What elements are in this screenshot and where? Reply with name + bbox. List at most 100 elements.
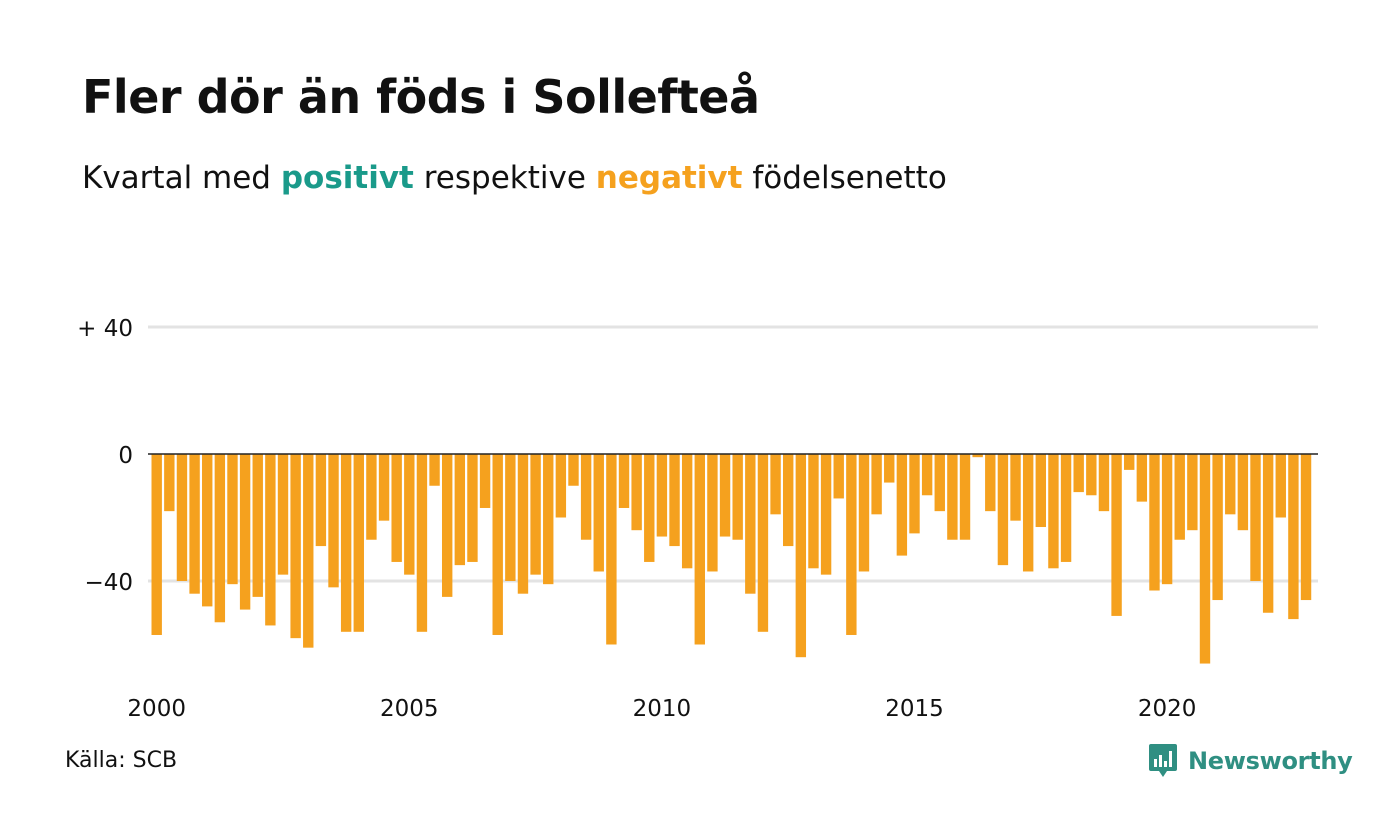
bar xyxy=(1136,454,1148,502)
bar xyxy=(505,454,516,581)
bar xyxy=(1187,454,1198,531)
bar xyxy=(1300,454,1312,601)
bar xyxy=(176,454,188,581)
bar xyxy=(656,454,668,537)
bar-chart: + 40 0 −40 2000 2005 2010 2015 2020 xyxy=(77,316,1318,722)
bar xyxy=(479,454,491,508)
y-tick-label: 0 xyxy=(118,443,133,469)
bar xyxy=(1288,454,1299,620)
bar xyxy=(858,454,870,572)
bar xyxy=(618,454,630,508)
bar xyxy=(378,454,390,521)
bar xyxy=(492,454,503,635)
subtitle-prefix: Kvartal med xyxy=(82,160,281,196)
y-tick-label: −40 xyxy=(84,570,133,596)
bar xyxy=(631,454,642,531)
bar xyxy=(1124,454,1135,470)
bar xyxy=(239,454,251,610)
bar xyxy=(441,454,453,597)
bar xyxy=(164,454,175,512)
bar xyxy=(707,454,718,572)
bar xyxy=(404,454,415,575)
bar xyxy=(265,454,276,626)
bar xyxy=(997,454,1009,566)
bar xyxy=(353,454,364,632)
bar xyxy=(681,454,693,569)
bar xyxy=(732,454,743,540)
bar xyxy=(1022,454,1034,572)
bar xyxy=(303,454,314,648)
bar xyxy=(416,454,428,632)
bar xyxy=(921,454,933,496)
bar xyxy=(985,454,996,512)
bar xyxy=(1010,454,1021,521)
bar xyxy=(227,454,238,585)
bar xyxy=(606,454,617,645)
bar xyxy=(1250,454,1261,581)
bar xyxy=(277,454,289,575)
bar xyxy=(1237,454,1249,531)
bar xyxy=(328,454,339,588)
bar xyxy=(1086,454,1097,496)
bar xyxy=(896,454,908,556)
subtitle-middle: respektive xyxy=(413,160,596,196)
bar xyxy=(429,454,440,486)
bar xyxy=(315,454,327,547)
bar xyxy=(795,454,807,658)
bar xyxy=(745,454,756,594)
bar xyxy=(1035,454,1046,528)
bar xyxy=(694,454,705,645)
bar xyxy=(580,454,592,540)
bar xyxy=(770,454,781,515)
bar xyxy=(972,454,983,458)
bar xyxy=(719,454,731,537)
x-tick-label: 2015 xyxy=(885,696,944,722)
x-tick-label: 2005 xyxy=(380,696,439,722)
subtitle-suffix: födelsenetto xyxy=(742,160,947,196)
bar xyxy=(593,454,604,572)
bar xyxy=(934,454,945,512)
bar xyxy=(1212,454,1223,601)
x-tick-label: 2010 xyxy=(633,696,692,722)
bar xyxy=(757,454,769,632)
bar xyxy=(820,454,832,575)
bar xyxy=(340,454,352,632)
bar xyxy=(517,454,529,594)
bar xyxy=(947,454,958,540)
bar xyxy=(1225,454,1236,515)
bar xyxy=(467,454,478,562)
bar xyxy=(202,454,213,607)
bar xyxy=(833,454,844,499)
bar xyxy=(783,454,794,547)
bar xyxy=(884,454,895,483)
bar xyxy=(871,454,882,515)
bar xyxy=(391,454,402,562)
bar xyxy=(214,454,226,623)
bar xyxy=(454,454,466,566)
subtitle-positive-label: positivt xyxy=(280,160,414,196)
bar xyxy=(1174,454,1185,540)
y-tick-label: + 40 xyxy=(77,316,133,342)
brand-logo[interactable]: Newsworthy xyxy=(1148,742,1353,780)
bar xyxy=(669,454,680,547)
brand-name: Newsworthy xyxy=(1188,747,1353,775)
bar xyxy=(366,454,377,540)
bar xyxy=(846,454,857,635)
bar xyxy=(530,454,541,575)
bar xyxy=(909,454,920,534)
bar xyxy=(252,454,263,597)
chart-title: Fler dör än föds i Sollefteå xyxy=(82,70,760,124)
bar xyxy=(1048,454,1059,569)
bar xyxy=(1262,454,1274,613)
x-tick-label: 2020 xyxy=(1138,696,1197,722)
bar xyxy=(543,454,554,585)
bar xyxy=(151,454,162,635)
bar xyxy=(290,454,301,639)
bar xyxy=(1199,454,1211,664)
bar xyxy=(1098,454,1110,512)
subtitle-negative-label: negativt xyxy=(595,160,743,196)
bar xyxy=(1275,454,1286,518)
bar xyxy=(568,454,579,486)
bar xyxy=(1161,454,1173,585)
bar xyxy=(959,454,971,540)
